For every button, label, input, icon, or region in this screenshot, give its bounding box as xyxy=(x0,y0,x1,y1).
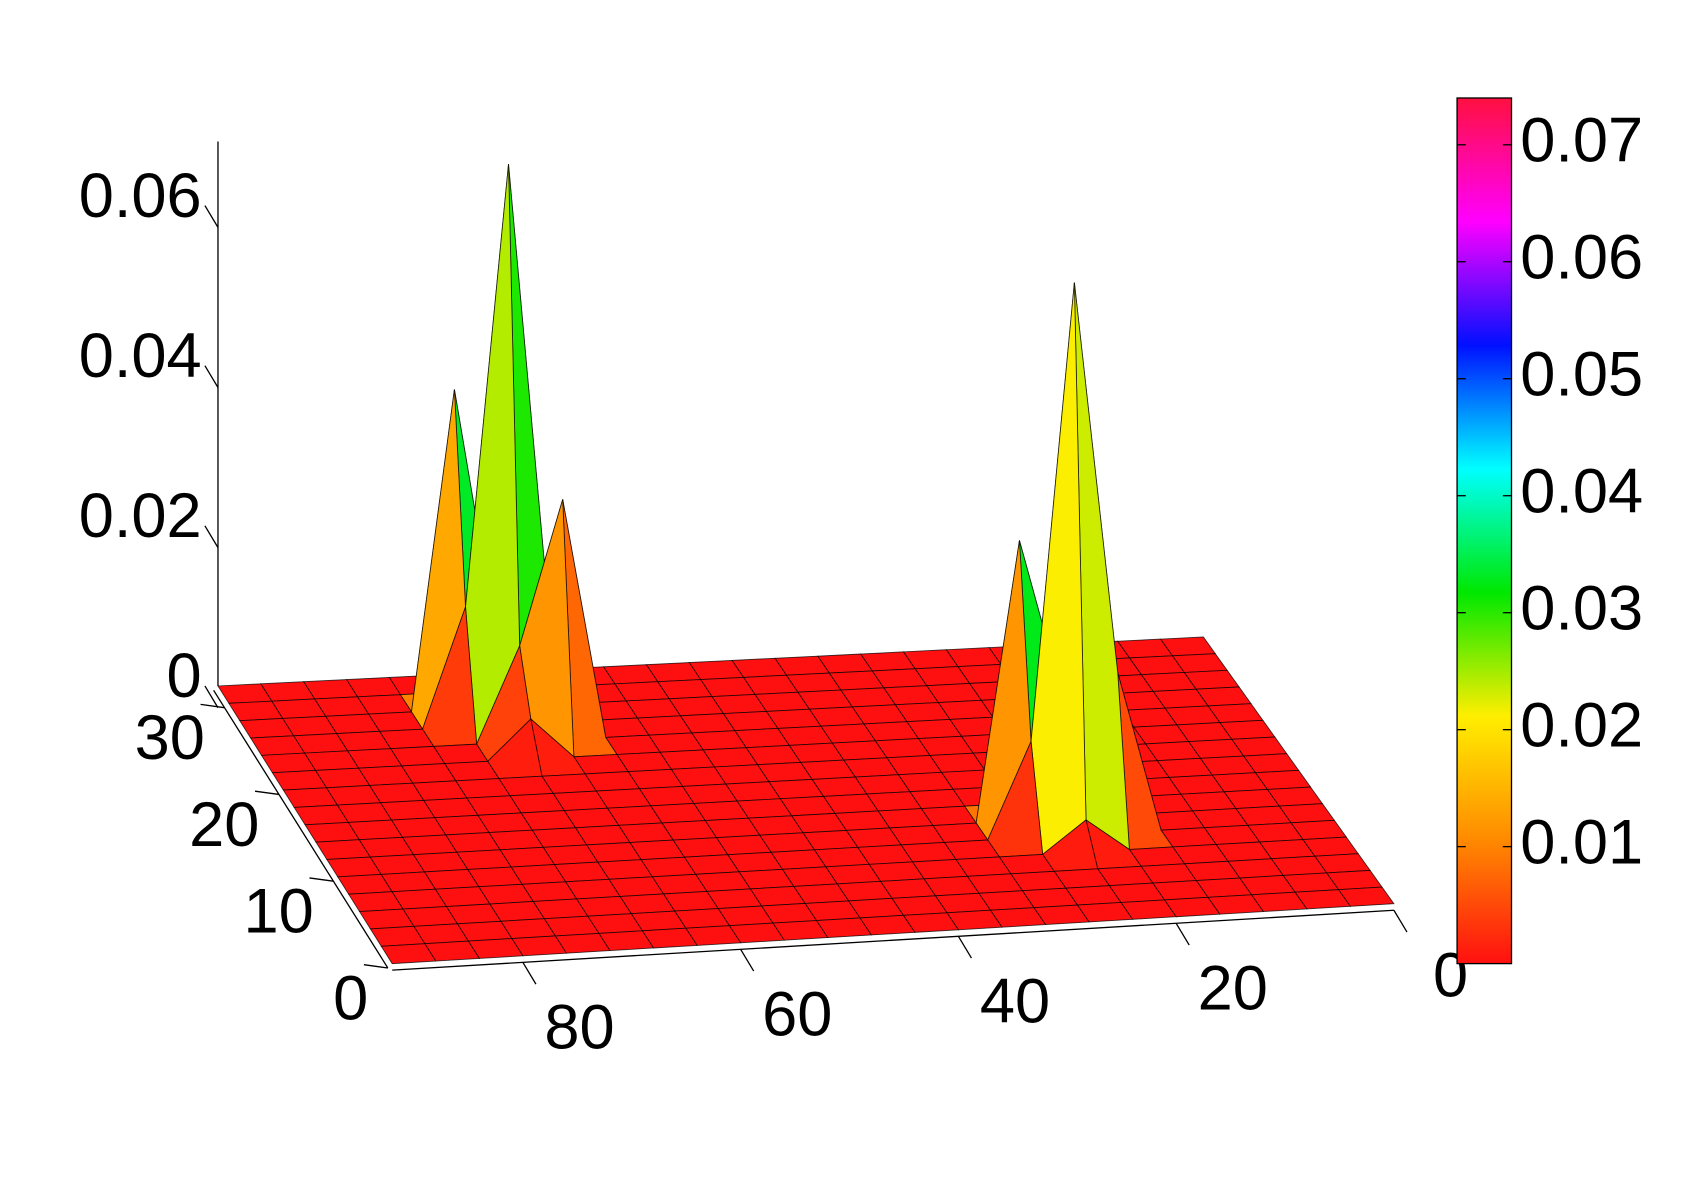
y-tick-label: 10 xyxy=(244,877,314,947)
x-tick-label: 40 xyxy=(980,967,1050,1037)
y-tick-label: 30 xyxy=(135,703,205,773)
z-tick xyxy=(204,525,219,548)
y-tick xyxy=(254,790,280,796)
colorbar-tick-label: 0.04 xyxy=(1520,456,1643,526)
x-tick xyxy=(957,935,973,959)
colorbar-tick-label: 0.05 xyxy=(1520,339,1643,409)
z-tick xyxy=(204,365,219,388)
colorbar-tick-label: 0.01 xyxy=(1520,807,1643,877)
surface xyxy=(217,164,1395,965)
x-tick-label: 60 xyxy=(762,980,832,1050)
colorbar xyxy=(1456,97,1513,965)
z-tick-label: 0 xyxy=(167,641,202,711)
z-tick xyxy=(204,685,219,709)
z-tick-label: 0.02 xyxy=(79,481,202,551)
x-tick xyxy=(740,948,755,972)
y-tick-label: 0 xyxy=(333,963,368,1033)
y-axis xyxy=(213,689,389,969)
z-tick-label: 0.06 xyxy=(79,161,202,231)
colorbar-tick-label: 0.02 xyxy=(1520,690,1643,760)
x-axis xyxy=(392,909,1394,971)
x-tick-label: 80 xyxy=(544,993,614,1063)
y-tick xyxy=(309,877,334,882)
z-tick xyxy=(204,205,219,228)
x-tick xyxy=(522,961,537,985)
x-tick xyxy=(1393,909,1408,933)
surface-facet xyxy=(380,943,437,965)
y-tick-label: 20 xyxy=(189,790,259,860)
colorbar-tick-label: 0.06 xyxy=(1520,222,1643,292)
colorbar-tick-label: 0.03 xyxy=(1520,573,1643,643)
y-tick xyxy=(200,703,225,709)
x-tick xyxy=(1175,922,1190,946)
x-tick-label: 20 xyxy=(1198,954,1268,1024)
y-tick xyxy=(363,964,388,969)
colorbar-tick-label: 0.07 xyxy=(1520,105,1643,175)
z-tick-label: 0.04 xyxy=(79,321,202,391)
